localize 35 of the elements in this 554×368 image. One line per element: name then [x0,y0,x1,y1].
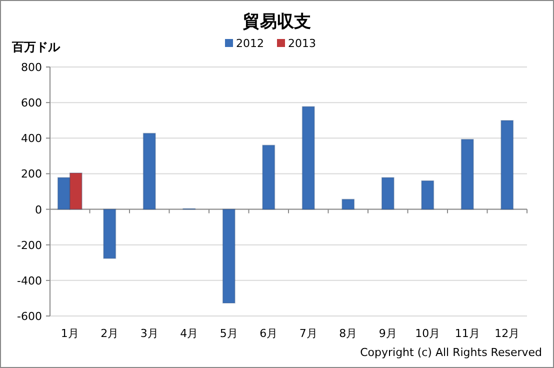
x-tick-label: 11月 [454,327,480,340]
x-tick-label: 6月 [260,327,278,340]
x-tick-label: 2月 [100,327,119,340]
bar [142,132,156,210]
y-tick-label: 800 [21,61,42,74]
y-tick-label: 0 [35,203,42,216]
y-tick-label: 400 [21,132,42,146]
bar [103,208,116,259]
chart-title: 貿易収支 [242,12,311,32]
bar [342,198,355,210]
x-tick-label: 1月 [60,327,79,340]
bar [302,106,315,210]
y-axis-title: 百万ドル [11,40,61,54]
x-tick-label: 9月 [378,327,397,340]
bar [381,177,394,210]
bar [421,180,434,210]
x-tick-label: 8月 [339,327,358,340]
y-tick-label: -600 [17,310,42,323]
y-tick-label: 200 [21,168,42,181]
text: Copyright (c) All Rights Reserved [360,346,542,359]
x-tick-label: 7月 [299,327,318,340]
x-tick-label: 10月 [415,327,440,340]
x-tick-label: 12月 [494,327,520,340]
legend-label: 2012 [236,37,264,50]
bar [222,208,236,304]
x-tick-label: 3月 [140,327,158,340]
bar [460,138,474,210]
x-tick-label: 4月 [180,327,198,340]
x-tick-label: 5月 [220,327,238,340]
legend-label: 2013 [288,37,316,50]
bar [262,144,276,210]
y-tick-label: -200 [17,238,42,252]
y-tick-label: 600 [21,96,42,110]
y-tick-label: -400 [17,274,42,288]
bar [500,120,514,210]
